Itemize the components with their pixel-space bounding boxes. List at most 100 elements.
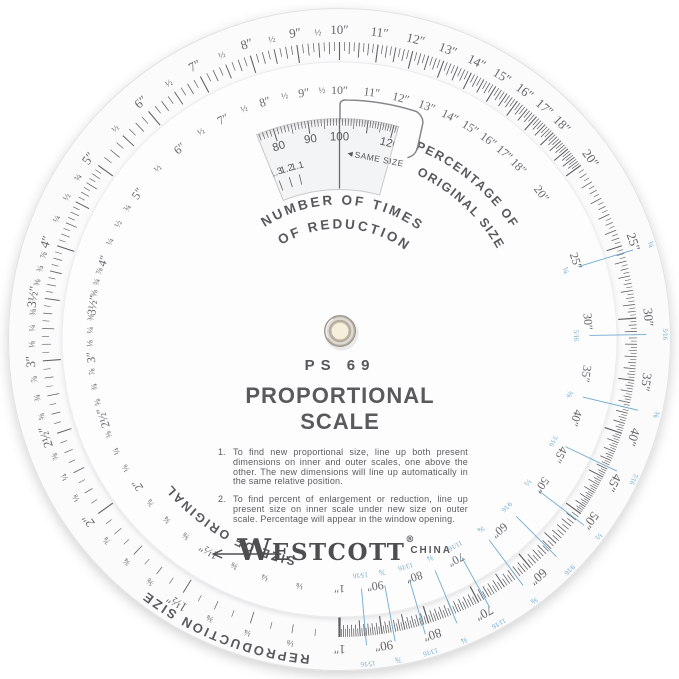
svg-text:¾: ¾: [89, 382, 100, 391]
svg-text:¼: ¼: [646, 240, 657, 249]
svg-text:90: 90: [303, 133, 317, 147]
svg-text:2½″: 2½″: [93, 406, 113, 429]
registered-mark: ®: [405, 534, 415, 545]
svg-text:⅛: ⅛: [119, 463, 131, 474]
svg-text:⅜: ⅜: [28, 308, 39, 316]
svg-text:⅞: ⅞: [378, 567, 387, 578]
svg-text:½: ½: [318, 85, 326, 95]
svg-text:½: ½: [61, 191, 73, 202]
svg-text:½: ½: [314, 27, 322, 37]
svg-text:8″: 8″: [239, 35, 255, 53]
svg-text:¾: ¾: [121, 556, 133, 568]
svg-text:½: ½: [239, 103, 249, 115]
instruction-2-text: To find percent of enlargement or reduct…: [233, 494, 468, 524]
svg-text:⅞: ⅞: [101, 535, 113, 547]
grommet: [324, 315, 359, 351]
svg-text:⅜: ⅜: [205, 613, 216, 625]
svg-text:13″: 13″: [437, 39, 460, 60]
svg-text:3″: 3″: [83, 351, 98, 363]
svg-text:14″: 14″: [465, 51, 488, 73]
svg-text:15⁄16: 15⁄16: [352, 570, 368, 579]
svg-text:⅝: ⅝: [88, 289, 99, 298]
svg-text:3½″: 3½″: [84, 294, 101, 316]
svg-text:½: ½: [109, 122, 121, 134]
svg-text:3″: 3″: [22, 355, 38, 368]
instruction-1-text: To find new proportional size, line up b…: [233, 447, 468, 487]
svg-text:⅜: ⅜: [102, 429, 114, 439]
svg-text:⅝: ⅝: [528, 595, 540, 607]
svg-text:10″: 10″: [331, 83, 348, 97]
svg-text:⅞: ⅞: [394, 655, 403, 666]
svg-text:¼: ¼: [50, 213, 62, 223]
svg-text:¾: ¾: [425, 553, 435, 565]
svg-text:90″: 90″: [374, 638, 394, 655]
model-number: PS 69: [304, 357, 376, 374]
svg-text:3½″: 3½″: [24, 285, 42, 309]
svg-text:⅞: ⅞: [38, 250, 50, 259]
svg-text:⅜: ⅜: [564, 390, 575, 399]
svg-text:¾: ¾: [32, 393, 43, 402]
svg-text:¼: ¼: [58, 472, 70, 483]
svg-text:15⁄16: 15⁄16: [360, 659, 376, 668]
instruction-1-number: 1.: [218, 447, 226, 457]
svg-text:4″: 4″: [95, 254, 112, 269]
brand-initial: W: [237, 532, 272, 568]
svg-text:⅝: ⅝: [92, 398, 103, 407]
svg-text:¼: ¼: [110, 446, 122, 457]
center-text-block: PS 69 PROPORTIONAL SCALE 1. To find new …: [206, 357, 474, 569]
svg-text:½: ½: [112, 218, 124, 229]
pointer-bracket: [339, 99, 424, 159]
svg-text:½: ½: [280, 90, 289, 101]
svg-text:35″: 35″: [638, 372, 655, 392]
svg-text:⅞: ⅞: [144, 497, 156, 509]
svg-text:⅜: ⅜: [49, 451, 61, 461]
brand-rest: ESTCOTT: [271, 538, 406, 566]
svg-text:¼: ¼: [104, 236, 116, 246]
svg-text:9″: 9″: [297, 85, 310, 100]
svg-text:⅝: ⅝: [36, 412, 47, 421]
svg-text:⅛: ⅛: [286, 638, 295, 649]
svg-text:5⁄16: 5⁄16: [661, 328, 669, 340]
svg-text:¾: ¾: [161, 514, 173, 526]
svg-text:½: ½: [522, 477, 534, 489]
svg-text:⅜: ⅜: [85, 313, 96, 321]
svg-text:⅛: ⅛: [85, 340, 95, 347]
instruction-2: 2. To find percent of enlargement or red…: [218, 494, 468, 524]
svg-text:4″: 4″: [36, 234, 54, 250]
svg-text:35″: 35″: [578, 365, 594, 384]
svg-text:¼: ¼: [85, 326, 95, 333]
svg-text:80″: 80″: [421, 625, 443, 645]
svg-text:30″: 30″: [581, 313, 596, 331]
instruction-2-number: 2.: [218, 494, 226, 505]
svg-text:⅜: ⅜: [651, 410, 662, 419]
brand-logo: WESTCOTT®: [211, 532, 415, 568]
svg-text:½: ½: [267, 34, 276, 45]
svg-text:13″: 13″: [416, 96, 437, 115]
svg-text:½: ½: [195, 125, 206, 137]
svg-text:¾: ¾: [91, 277, 102, 286]
svg-text:12″: 12″: [391, 89, 411, 107]
svg-text:½: ½: [593, 531, 605, 543]
svg-text:¼: ¼: [27, 324, 37, 331]
svg-text:⅝: ⅝: [475, 524, 487, 536]
svg-text:¼: ¼: [560, 266, 571, 275]
svg-text:½: ½: [152, 162, 164, 174]
svg-text:⅛: ⅛: [27, 341, 37, 348]
svg-text:¼: ¼: [260, 572, 270, 584]
svg-text:⅞: ⅞: [86, 368, 97, 376]
svg-text:5⁄16: 5⁄16: [572, 330, 580, 342]
svg-text:10″: 10″: [330, 22, 348, 37]
svg-text:¾: ¾: [459, 635, 469, 647]
svg-text:1″: 1″: [334, 582, 345, 596]
svg-text:14″: 14″: [439, 106, 460, 126]
blue-fraction-marks: ¼¼5⁄165⁄16⅜⅜7⁄167⁄16½½9⁄169⁄16⅝⅝11⁄1611⁄…: [352, 240, 669, 669]
svg-text:90″: 90″: [366, 578, 385, 594]
svg-text:⅛: ⅛: [70, 493, 82, 504]
svg-text:25″: 25″: [624, 231, 644, 253]
svg-text:80″: 80″: [404, 568, 424, 586]
instructions: 1. To find new proportional size, line u…: [206, 447, 474, 525]
svg-text:8″: 8″: [257, 93, 272, 110]
svg-text:2½″: 2½″: [35, 425, 56, 450]
